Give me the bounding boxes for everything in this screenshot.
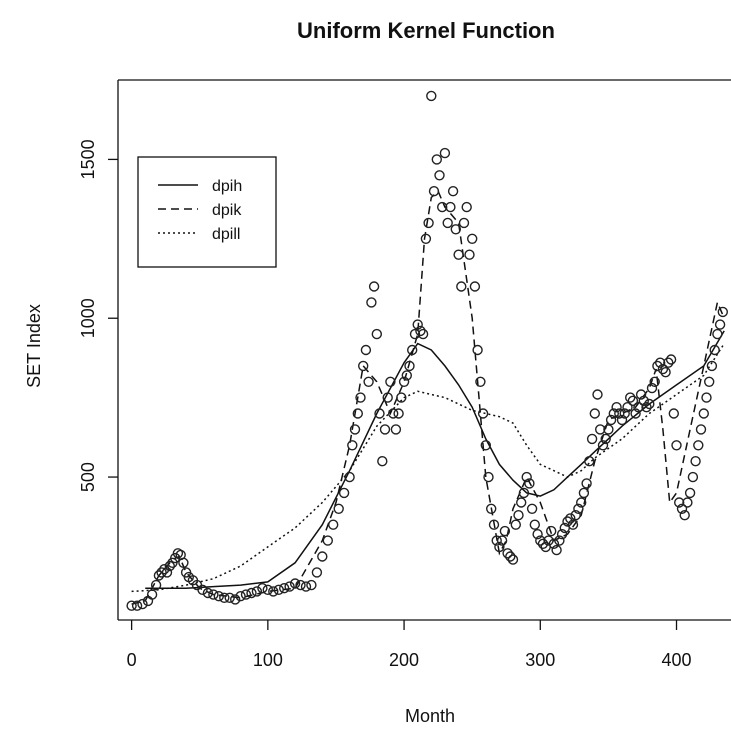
data-point [672, 441, 681, 450]
data-point [713, 330, 722, 339]
legend-label-dpill: dpill [212, 226, 240, 243]
data-point [468, 234, 477, 243]
data-point [530, 520, 539, 529]
data-point [318, 552, 327, 561]
data-point [514, 511, 523, 520]
y-tick-label: 1000 [78, 298, 98, 338]
data-point [484, 473, 493, 482]
data-point [697, 425, 706, 434]
data-point [424, 218, 433, 227]
data-point [364, 377, 373, 386]
data-point [391, 425, 400, 434]
data-point [381, 425, 390, 434]
data-point [705, 377, 714, 386]
data-point [340, 488, 349, 497]
data-point [473, 346, 482, 355]
legend-box [138, 157, 276, 267]
data-point [517, 498, 526, 507]
data-point [361, 346, 370, 355]
data-point [718, 307, 727, 316]
x-tick-label: 200 [389, 650, 419, 670]
data-point [348, 441, 357, 450]
series-line-dpih [145, 331, 724, 588]
data-point [702, 393, 711, 402]
data-point [370, 282, 379, 291]
data-point [378, 457, 387, 466]
data-point [323, 536, 332, 545]
data-point [367, 298, 376, 307]
data-point [582, 479, 591, 488]
x-tick-label: 400 [661, 650, 691, 670]
data-point [593, 390, 602, 399]
y-axis-label: SET Index [24, 304, 44, 388]
data-point [394, 409, 403, 418]
data-point [359, 361, 368, 370]
data-point [590, 409, 599, 418]
data-point [460, 218, 469, 227]
y-tick-label: 1500 [78, 139, 98, 179]
data-point [225, 593, 234, 602]
data-point [263, 585, 272, 594]
data-point [511, 520, 520, 529]
plot-area: 0 100 200 300 400 500 1000 1500 dpih dpik dpill [78, 80, 731, 670]
series-line-dpill [132, 344, 725, 592]
data-point [699, 409, 708, 418]
data-point [691, 457, 700, 466]
data-point [457, 282, 466, 291]
data-point [427, 91, 436, 100]
y-tick-label: 500 [78, 462, 98, 492]
data-point [372, 330, 381, 339]
data-point [443, 218, 452, 227]
x-tick-label: 0 [127, 650, 137, 670]
data-point [421, 234, 430, 243]
data-point [470, 282, 479, 291]
data-point [462, 203, 471, 212]
data-point [247, 589, 256, 598]
data-point [454, 250, 463, 259]
data-point [449, 187, 458, 196]
data-point [669, 409, 678, 418]
legend-label-dpih: dpih [212, 178, 242, 195]
data-point [686, 488, 695, 497]
data-point [465, 250, 474, 259]
chart-title: Uniform Kernel Function [297, 18, 555, 43]
x-tick-label: 100 [253, 650, 283, 670]
data-point [440, 149, 449, 158]
data-point [280, 584, 289, 593]
data-point [334, 504, 343, 513]
data-point [329, 520, 338, 529]
data-point [479, 409, 488, 418]
data-point [579, 488, 588, 497]
data-point [430, 187, 439, 196]
data-point [694, 441, 703, 450]
data-point [307, 581, 316, 590]
data-point [435, 171, 444, 180]
data-point [312, 568, 321, 577]
x-axis-label: Month [405, 706, 455, 726]
data-point [716, 320, 725, 329]
data-point [432, 155, 441, 164]
data-point [242, 590, 251, 599]
x-tick-label: 300 [525, 650, 555, 670]
legend-label-dpik: dpik [212, 202, 242, 219]
data-point [528, 504, 537, 513]
data-point [588, 434, 597, 443]
data-point [688, 473, 697, 482]
